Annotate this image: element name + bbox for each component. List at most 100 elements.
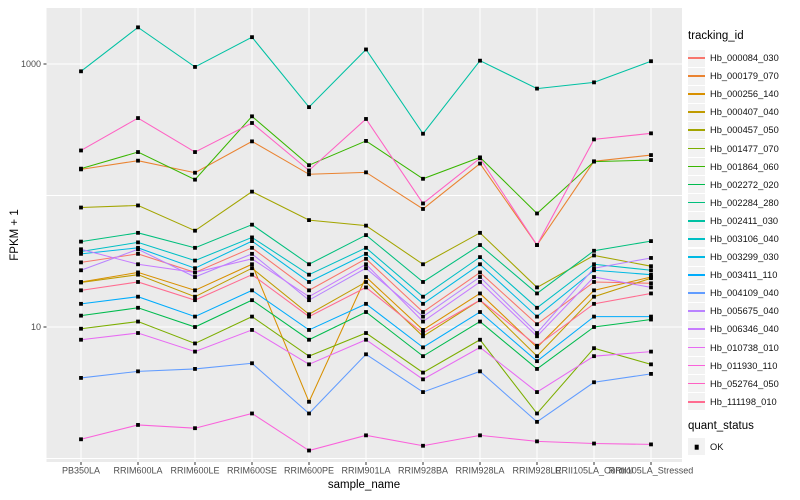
data-point-Hb_000457_050	[79, 205, 83, 210]
data-point-Hb_002272_020	[592, 325, 596, 329]
data-point-Hb_001477_070	[79, 326, 83, 331]
data-point-Hb_000407_040	[136, 272, 140, 277]
data-point-Hb_006346_040	[79, 247, 83, 252]
data-point-Hb_001864_060	[307, 163, 311, 168]
data-point-Hb_000256_140	[364, 275, 368, 279]
data-point-Hb_002284_280	[592, 248, 596, 253]
data-point-Hb_002272_020	[649, 317, 653, 322]
x-axis-title: sample_name	[327, 479, 401, 491]
legend-item-Hb_000179_070: Hb_000179_070	[688, 67, 779, 85]
data-point-Hb_000457_050	[364, 223, 368, 228]
legend-item-Hb_002284_280: Hb_002284_280	[688, 194, 779, 212]
data-point-Hb_006346_040	[193, 270, 197, 275]
data-point-Hb_002284_280	[421, 280, 425, 284]
data-point-Hb_003299_030	[478, 262, 482, 267]
legend-key-line-icon	[688, 49, 705, 67]
data-point-Hb_005675_040	[478, 275, 482, 279]
data-point-Hb_003106_040	[307, 272, 311, 277]
legend-item-label: Hb_005675_040	[710, 306, 779, 317]
data-point-Hb_002411_030	[535, 86, 539, 91]
data-point-Hb_010738_010	[250, 328, 254, 332]
data-point-Hb_002284_280	[478, 243, 482, 247]
data-point-Hb_011930_110	[592, 441, 596, 446]
data-point-Hb_005675_040	[136, 247, 140, 252]
data-point-Hb_004109_040	[421, 390, 425, 394]
legend-item-label: Hb_052764_050	[710, 378, 779, 389]
data-point-Hb_052764_050	[250, 121, 254, 125]
data-point-Hb_003299_030	[193, 266, 197, 271]
data-point-Hb_000457_050	[421, 262, 425, 267]
legend-item-label: Hb_003106_040	[710, 233, 779, 244]
data-point-Hb_003411_110	[478, 310, 482, 314]
legend-item-Hb_000084_030: Hb_000084_030	[688, 49, 779, 67]
data-point-Hb_003411_110	[79, 301, 83, 306]
legend-item-Hb_002272_020: Hb_002272_020	[688, 176, 779, 194]
data-point-Hb_010738_010	[478, 345, 482, 350]
data-point-Hb_111198_010	[307, 314, 311, 319]
data-point-Hb_002272_020	[421, 354, 425, 359]
data-point-Hb_003106_040	[592, 262, 596, 267]
data-point-Hb_001864_060	[592, 159, 596, 164]
data-point-Hb_000457_050	[136, 203, 140, 208]
legend-key-line-icon	[688, 230, 705, 248]
data-point-Hb_000407_040	[421, 334, 425, 339]
data-point-Hb_006346_040	[592, 275, 596, 279]
legend-key-line-icon	[688, 339, 705, 357]
data-point-Hb_003299_030	[421, 301, 425, 306]
data-point-Hb_004109_040	[535, 419, 539, 424]
x-tick-label: RRIM901LA	[341, 466, 390, 476]
data-point-Hb_000407_040	[193, 294, 197, 299]
x-tick-label: RRIM600LE	[170, 466, 219, 476]
data-point-Hb_002272_020	[535, 367, 539, 371]
data-point-Hb_000256_140	[592, 288, 596, 293]
legend-key-line-icon	[688, 212, 705, 230]
legend-item-Hb_000256_140: Hb_000256_140	[688, 85, 779, 103]
data-point-Hb_002272_020	[79, 313, 83, 318]
data-point-Hb_001477_070	[364, 331, 368, 335]
y-tick-label: 1000	[21, 59, 41, 69]
legend-key-line-icon	[688, 176, 705, 194]
data-point-Hb_001477_070	[478, 337, 482, 342]
legend-item-label: Hb_003411_110	[710, 270, 778, 281]
data-point-Hb_000084_030	[79, 260, 83, 265]
data-point-Hb_111198_010	[79, 288, 83, 293]
legend-item-Hb_003411_110: Hb_003411_110	[688, 266, 779, 284]
data-point-Hb_011930_110	[79, 437, 83, 442]
data-point-Hb_004109_040	[649, 371, 653, 376]
legend-item-Hb_001864_060: Hb_001864_060	[688, 158, 779, 176]
data-point-Hb_002411_030	[478, 58, 482, 63]
data-point-Hb_003411_110	[421, 345, 425, 350]
data-point-Hb_000457_050	[250, 189, 254, 194]
data-point-Hb_000179_070	[136, 158, 140, 163]
data-point-Hb_001864_060	[193, 177, 197, 182]
legend-item-label: Hb_000407_040	[710, 107, 779, 118]
legend-item-label: Hb_011930_110	[710, 360, 778, 371]
data-point-Hb_000256_140	[307, 399, 311, 404]
legend-key-line-icon	[688, 266, 705, 284]
data-point-Hb_052764_050	[649, 131, 653, 136]
legend-item-Hb_003106_040: Hb_003106_040	[688, 230, 779, 248]
data-point-Hb_052764_050	[79, 148, 83, 153]
data-point-Hb_003106_040	[79, 249, 83, 254]
data-point-Hb_010738_010	[535, 390, 539, 394]
data-point-Hb_003106_040	[649, 268, 653, 273]
data-point-Hb_010738_010	[136, 331, 140, 335]
data-point-Hb_010738_010	[193, 349, 197, 354]
data-point-Hb_002411_030	[79, 69, 83, 74]
data-point-Hb_006346_040	[478, 280, 482, 284]
data-point-Hb_001864_060	[136, 150, 140, 154]
legend-item-label: Hb_003299_030	[710, 252, 779, 263]
data-point-Hb_006346_040	[364, 262, 368, 267]
data-point-Hb_001864_060	[79, 166, 83, 171]
data-point-Hb_004109_040	[592, 380, 596, 385]
legend-item-label: Hb_010738_010	[710, 342, 779, 353]
legend-item-label: Hb_000457_050	[710, 125, 779, 136]
data-point-Hb_000256_140	[250, 262, 254, 267]
legend-item-label: Hb_111198_010	[710, 396, 777, 407]
x-tick-label: RRII105LA_Stressed	[609, 466, 694, 476]
x-tick-label: RRIM928BA	[398, 466, 448, 476]
legend-key-line-icon	[688, 302, 705, 320]
data-point-Hb_111198_010	[364, 285, 368, 290]
data-point-Hb_111198_010	[421, 331, 425, 335]
data-point-Hb_002272_020	[136, 305, 140, 310]
